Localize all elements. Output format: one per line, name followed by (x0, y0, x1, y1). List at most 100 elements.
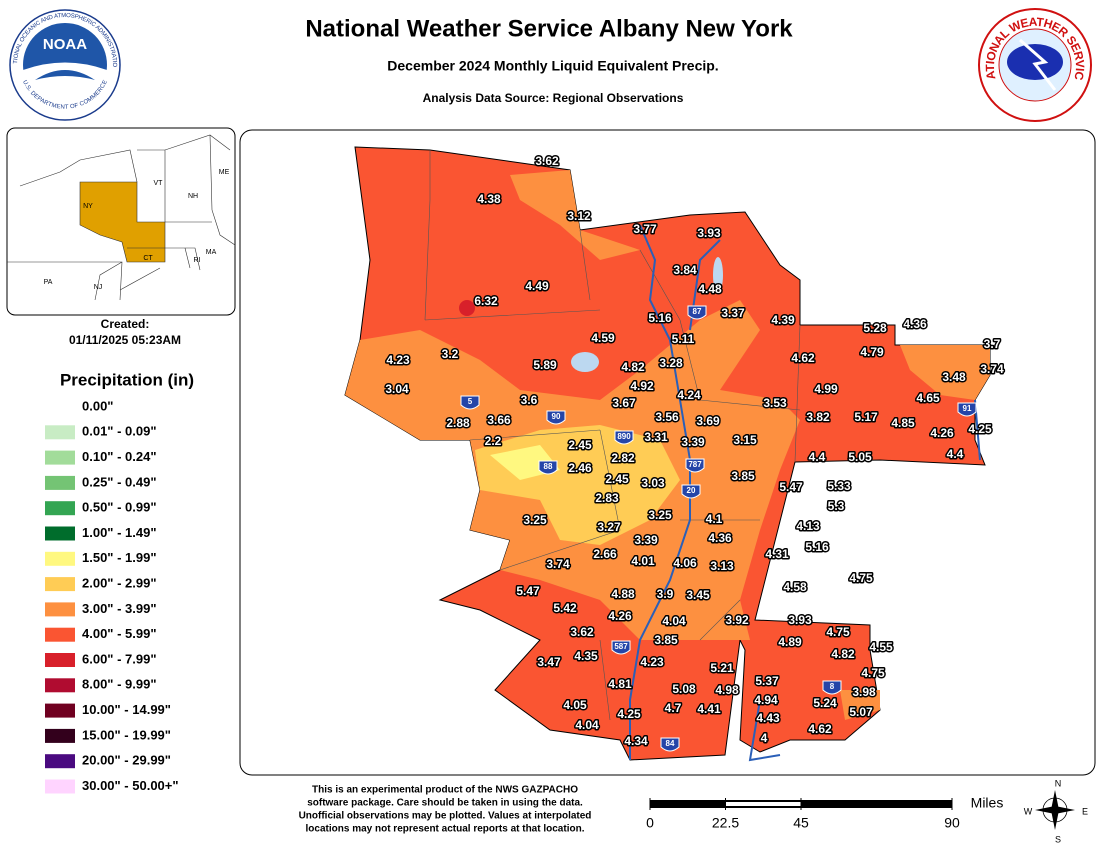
legend-label: 20.00" - 29.99" (82, 753, 171, 768)
legend-swatch (45, 602, 75, 617)
legend-label: 6.00" - 7.99" (82, 651, 156, 666)
observation: 4.98 (715, 683, 739, 697)
scale-tick-label: 90 (944, 815, 960, 831)
observation: 5.89 (533, 358, 557, 372)
created-label: Created: (101, 317, 150, 331)
highway-number: 84 (666, 739, 675, 748)
legend-swatch (45, 450, 75, 465)
observation: 3.45 (686, 588, 710, 602)
observation: 3.47 (537, 655, 561, 669)
observation: 4.59 (591, 331, 615, 345)
state-label: NH (188, 193, 198, 200)
observation: 3.82 (806, 410, 830, 424)
highway-shield (957, 402, 977, 417)
observation: 4.92 (630, 379, 654, 393)
observation: 3.48 (942, 370, 966, 384)
observation: 4.25 (617, 707, 641, 721)
highway-number: 88 (544, 462, 553, 471)
title: National Weather Service Albany New York (305, 15, 793, 42)
regions (344, 146, 991, 762)
disclaimer-line: locations may not represent actual repor… (306, 824, 585, 835)
legend-label: 30.00" - 50.00+" (82, 778, 179, 793)
created-time: 01/11/2025 05:23AM (69, 333, 181, 347)
observation: 4.25 (968, 422, 992, 436)
observation: 6.32 (474, 294, 498, 308)
observation: 3.13 (710, 559, 734, 573)
legend-label: 2.00" - 2.99" (82, 576, 156, 591)
observation: 4.43 (756, 711, 780, 725)
legend-swatch (45, 551, 75, 566)
highway-number: 5 (468, 397, 473, 406)
highway-shield (660, 737, 680, 752)
observation: 3.98 (852, 685, 876, 699)
scale-bar (649, 798, 953, 810)
observation: 4.75 (861, 666, 885, 680)
observation: 3.74 (980, 362, 1004, 376)
observation: 5.16 (648, 311, 672, 325)
observation: 4.89 (778, 635, 802, 649)
legend-label: 0.01" - 0.09" (82, 424, 156, 439)
observation: 5.47 (779, 480, 803, 494)
observation: 4.04 (575, 718, 599, 732)
observation: 5.33 (827, 479, 851, 493)
legend-swatch (45, 703, 75, 718)
highway-shield (611, 640, 631, 655)
observation: 3.77 (633, 222, 657, 236)
observation: 4.34 (624, 734, 648, 748)
observation: 5.37 (755, 674, 779, 688)
state-label: NJ (94, 284, 103, 291)
observation: 4.88 (611, 587, 635, 601)
scale-tick-label: 45 (793, 815, 809, 831)
observation: 3.69 (696, 414, 720, 428)
observation: 4.05 (563, 698, 587, 712)
legend-swatch (45, 475, 75, 490)
legend-swatch (45, 779, 75, 794)
observation: 3.2 (442, 347, 459, 361)
scale-tick-label: 0 (646, 815, 654, 831)
legend-swatch (45, 577, 75, 592)
observation: 3.67 (612, 396, 636, 410)
highway-shield (546, 410, 566, 425)
observation: 3.93 (788, 613, 812, 627)
observation: 4.99 (814, 382, 838, 396)
highway-shield (687, 305, 707, 320)
legend-label: 4.00" - 5.99" (82, 626, 156, 641)
observation: 5.24 (813, 696, 837, 710)
observation: 3.15 (733, 433, 757, 447)
compass (1035, 790, 1075, 830)
legend-label: 15.00" - 19.99" (82, 727, 171, 742)
observation: 3.04 (385, 382, 409, 396)
observation: 4.62 (808, 722, 832, 736)
observation: 4.26 (608, 609, 632, 623)
legend-swatch (45, 728, 75, 743)
observation: 4.38 (477, 192, 501, 206)
legend-label: 0.10" - 0.24" (82, 449, 156, 464)
legend-label: 10.00" - 14.99" (82, 702, 171, 717)
observation: 3.85 (654, 633, 678, 647)
observation: 5.17 (854, 410, 878, 424)
observation: 5.11 (672, 332, 695, 346)
observation: 5.07 (849, 705, 873, 719)
observation: 5.42 (553, 601, 577, 615)
legend-swatch (45, 400, 75, 414)
observation: 3.84 (673, 263, 697, 277)
compass-w: W (1024, 806, 1033, 816)
observation: 3.12 (567, 209, 591, 223)
highway-shield (538, 460, 558, 475)
observation: 4.75 (849, 571, 873, 585)
observation: 3.25 (648, 508, 672, 522)
observation: 3.66 (487, 413, 511, 427)
highway-number: 91 (963, 404, 972, 413)
legend-title: Precipitation (in) (60, 370, 194, 389)
observation: 3.28 (659, 356, 683, 370)
observation: 3.9 (657, 587, 674, 601)
observation: 3.85 (731, 469, 755, 483)
observation: 3.93 (697, 226, 721, 240)
observation: 2.88 (446, 416, 470, 430)
observation: 4.94 (754, 693, 778, 707)
observation: 4.24 (677, 388, 701, 402)
observation: 4.49 (525, 279, 549, 293)
observation: 2.66 (593, 547, 617, 561)
observation: 3.6 (521, 393, 538, 407)
observation: 3.27 (597, 520, 621, 534)
